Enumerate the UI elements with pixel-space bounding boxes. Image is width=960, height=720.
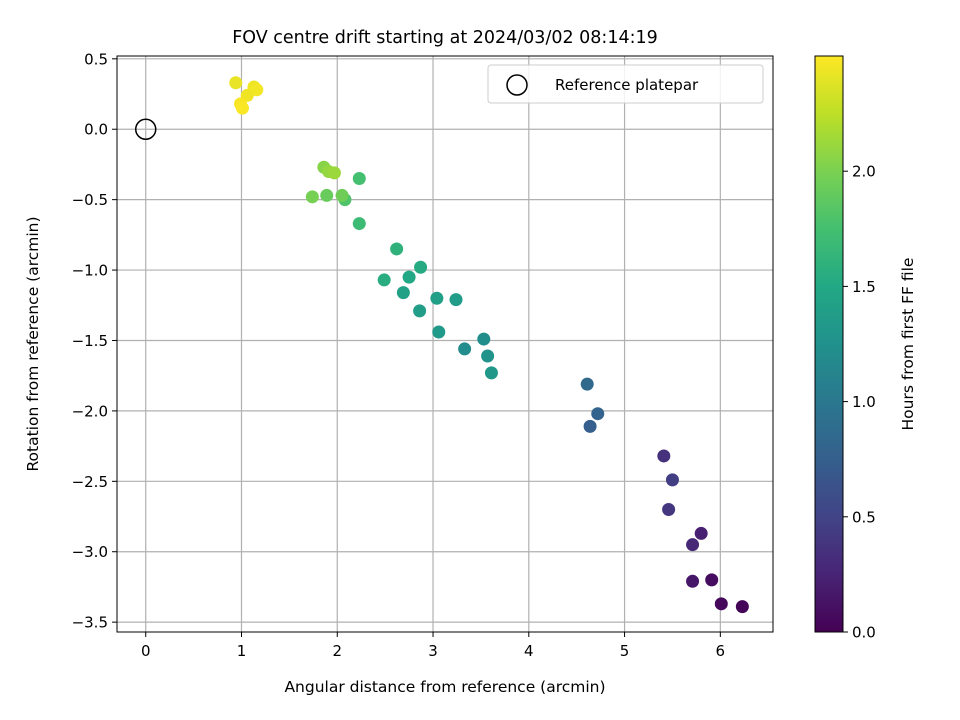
data-point xyxy=(396,286,410,300)
colorbar-tick-label: 1.0 xyxy=(852,393,876,411)
data-point xyxy=(320,188,334,202)
data-point xyxy=(686,574,700,588)
y-axis-label: Rotation from reference (arcmin) xyxy=(24,216,42,471)
legend-marker xyxy=(506,74,528,96)
data-point xyxy=(413,304,427,318)
plot-frame xyxy=(116,55,774,633)
y-tick-label: −0.5 xyxy=(72,191,108,209)
data-point xyxy=(402,270,416,284)
data-point xyxy=(735,600,749,614)
data-point xyxy=(335,188,349,202)
x-axis-label: Angular distance from reference (arcmin) xyxy=(284,678,605,696)
x-axis-ticks: 0 1 2 3 4 5 6 xyxy=(141,632,725,660)
y-tick-label: −3.5 xyxy=(72,614,108,632)
colorbar-tick-label: 0.0 xyxy=(852,624,876,642)
x-tick-label: 3 xyxy=(428,642,438,660)
data-point xyxy=(250,83,264,97)
y-tick-label: −1.5 xyxy=(72,332,108,350)
reference-marker xyxy=(134,118,157,140)
y-tick-label: −2.5 xyxy=(72,473,108,491)
data-point xyxy=(352,217,366,231)
colorbar-tick-label: 1.5 xyxy=(852,278,876,296)
data-point xyxy=(591,407,605,421)
y-tick-label: −1.0 xyxy=(72,262,108,280)
data-point xyxy=(377,273,391,287)
data-points xyxy=(229,76,749,614)
y-tick-label: −2.0 xyxy=(72,402,108,420)
reference-platepar-point xyxy=(134,118,157,140)
data-point xyxy=(662,502,676,516)
y-tick-label: 0.0 xyxy=(84,121,108,139)
data-point xyxy=(352,172,366,186)
data-point xyxy=(583,419,597,433)
colorbar-tick-label: 0.5 xyxy=(852,508,876,526)
colorbar: 0.0 0.5 1.0 1.5 2.0 Hours from first FF file xyxy=(814,55,917,642)
legend-label: Reference platepar xyxy=(555,76,699,94)
data-point xyxy=(327,166,341,180)
data-point xyxy=(458,342,472,356)
y-tick-label: 0.5 xyxy=(84,50,108,68)
legend-box xyxy=(487,64,764,104)
x-tick-label: 6 xyxy=(716,642,726,660)
data-point xyxy=(694,526,708,540)
data-point xyxy=(477,332,491,346)
y-tick-label: −3.0 xyxy=(72,543,108,561)
colorbar-tick-label: 2.0 xyxy=(852,163,876,181)
y-axis-ticks: 0.5 0.0 −0.5 −1.0 −1.5 −2.0 −2.5 −3.0 −3.5 xyxy=(72,50,117,632)
data-point xyxy=(390,242,404,256)
data-point xyxy=(481,349,495,363)
data-point xyxy=(305,190,319,204)
x-tick-label: 4 xyxy=(524,642,534,660)
data-point xyxy=(449,293,463,307)
data-point xyxy=(484,366,498,380)
data-point xyxy=(705,573,719,587)
x-tick-label: 0 xyxy=(141,642,151,660)
data-point xyxy=(657,449,671,463)
x-tick-label: 1 xyxy=(237,642,247,660)
data-point xyxy=(432,325,446,339)
data-point xyxy=(430,291,444,305)
data-point xyxy=(665,473,679,487)
data-point xyxy=(714,597,728,611)
data-point xyxy=(414,260,428,274)
grid-lines xyxy=(117,56,773,632)
data-point xyxy=(229,76,243,90)
colorbar-gradient xyxy=(814,55,844,633)
colorbar-ticks: 0.0 0.5 1.0 1.5 2.0 xyxy=(843,163,876,642)
legend: Reference platepar xyxy=(487,64,764,104)
data-point xyxy=(580,377,594,391)
data-point xyxy=(686,538,700,552)
x-tick-label: 2 xyxy=(332,642,342,660)
colorbar-label: Hours from first FF file xyxy=(899,258,917,431)
x-tick-label: 5 xyxy=(620,642,630,660)
chart-title: FOV centre drift starting at 2024/03/02 … xyxy=(232,28,658,48)
data-point xyxy=(235,101,249,115)
